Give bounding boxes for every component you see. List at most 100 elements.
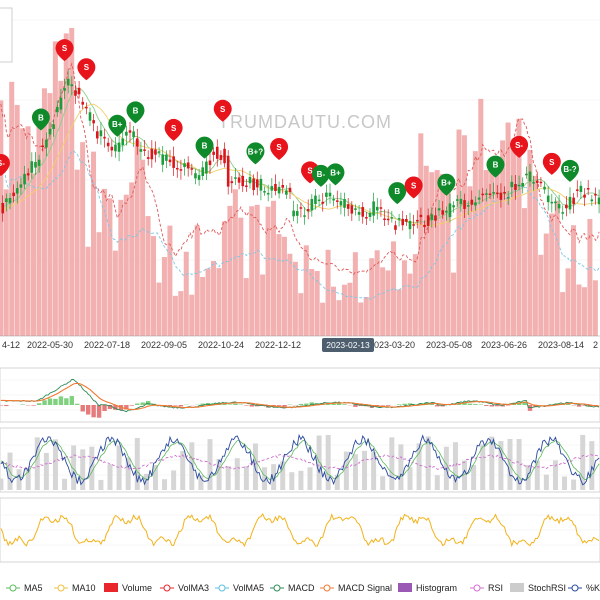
- volume-bar: [9, 81, 15, 336]
- signal-pin: [561, 159, 579, 182]
- signal-label: S-: [515, 141, 523, 150]
- stochrsi-bar: [43, 452, 49, 490]
- legend-item: VolMA3: [160, 583, 209, 593]
- macd-histogram-bar: [549, 404, 555, 405]
- candle-body: [565, 204, 568, 209]
- macd-histogram-bar: [227, 404, 233, 405]
- volume-bar: [391, 241, 397, 336]
- macd-histogram-bar: [91, 405, 96, 418]
- stochrsi-bar: [398, 444, 404, 490]
- candle-body: [241, 175, 245, 187]
- stochrsi-bar: [107, 464, 113, 490]
- crosshair-label: 2023-02-13: [322, 338, 374, 352]
- macd-histogram-bar: [440, 405, 445, 407]
- volume-bar: [58, 80, 64, 336]
- volume-bar: [134, 140, 140, 336]
- volume-bar: [489, 168, 495, 336]
- legend-swatch: [398, 583, 412, 592]
- macd-histogram-bar: [124, 405, 129, 410]
- macd-histogram-bar: [64, 398, 69, 405]
- candle-body: [234, 177, 237, 179]
- x-tick-label: 2022-07-18: [84, 340, 130, 350]
- stoch-d-line: [0, 439, 600, 481]
- stochrsi-bar: [571, 479, 577, 490]
- volume-bar: [478, 98, 484, 336]
- signal-marker-buy: B-: [311, 164, 330, 187]
- volume-bar: [336, 300, 342, 336]
- legend-toggle-box[interactable]: [0, 7, 13, 63]
- volume-bar: [74, 169, 80, 336]
- candle-body: [495, 192, 499, 195]
- volume-bar: [249, 206, 255, 336]
- candle-body: [492, 192, 495, 194]
- signal-label: S: [84, 63, 90, 72]
- stochrsi-bar: [434, 475, 440, 490]
- candle-body: [12, 192, 15, 197]
- candle-body: [165, 154, 168, 161]
- volume-bar: [63, 33, 69, 337]
- candle-body: [437, 208, 441, 211]
- candle-body: [48, 128, 52, 135]
- stochrsi-bar: [216, 458, 222, 490]
- candle-body: [197, 175, 201, 180]
- volume-bar: [418, 133, 424, 336]
- candle-body: [81, 101, 85, 105]
- stochrsi-bar: [52, 439, 58, 490]
- stochrsi-bar: [80, 449, 86, 490]
- candle-body: [539, 181, 543, 184]
- macd-histogram-bar: [527, 405, 533, 411]
- candle-body: [561, 212, 565, 214]
- candle-body: [466, 205, 470, 207]
- macd-histogram-bar: [533, 405, 538, 408]
- signal-marker-sell: S: [77, 58, 96, 81]
- signal-label: B: [493, 161, 499, 170]
- signal-label: S: [307, 166, 313, 175]
- volume-bar: [543, 233, 549, 336]
- signal-marker-sell: S: [542, 152, 561, 175]
- candle-body: [361, 207, 365, 217]
- volume-bar: [41, 88, 47, 337]
- candle-body: [157, 151, 161, 153]
- candle-body: [132, 131, 135, 138]
- legend-label: MA5: [24, 583, 43, 593]
- volume-bar: [281, 236, 287, 336]
- candle-body: [139, 149, 143, 152]
- legend: MA5 MA10 Volume VolMA3 VolMA5 MACD MACD Signal…: [6, 583, 600, 593]
- macd-histogram-bar: [20, 404, 25, 405]
- stochrsi-bar: [207, 439, 213, 490]
- signal-label: B+?: [248, 147, 263, 156]
- volume-bar: [216, 268, 222, 336]
- volume-bar: [532, 176, 538, 336]
- volume-bar: [140, 159, 146, 336]
- volume-bar: [440, 174, 446, 336]
- candle-body: [372, 201, 375, 216]
- volume-bar: [14, 104, 20, 336]
- legend-swatch-dot: [273, 584, 281, 592]
- macd-panel: [0, 367, 600, 423]
- volume-bar: [298, 293, 304, 336]
- macd-histogram-bar: [265, 405, 271, 408]
- candle-body: [459, 198, 463, 205]
- signal-pin: [126, 101, 145, 124]
- candle-body: [299, 207, 303, 209]
- volume-bar: [325, 249, 331, 336]
- legend-label: MACD Signal: [338, 583, 392, 593]
- candle-body: [248, 177, 252, 184]
- signal-pin: [195, 136, 214, 159]
- candle-body: [270, 186, 274, 191]
- volume-bar: [129, 182, 135, 336]
- candle-body: [412, 224, 415, 226]
- volume-bar: [178, 291, 184, 336]
- stochrsi-bar: [262, 467, 268, 490]
- macd-histogram-bar: [565, 403, 571, 405]
- signal-marker-sell: S-: [0, 154, 10, 177]
- signal-label: B: [202, 142, 208, 151]
- volume-bar: [500, 140, 506, 336]
- candle-body: [332, 198, 335, 201]
- stochrsi-bar: [289, 472, 295, 490]
- volume-bar: [467, 186, 473, 336]
- volume-bar: [581, 287, 587, 336]
- candle-body: [514, 183, 517, 190]
- signal-pin: [326, 163, 345, 186]
